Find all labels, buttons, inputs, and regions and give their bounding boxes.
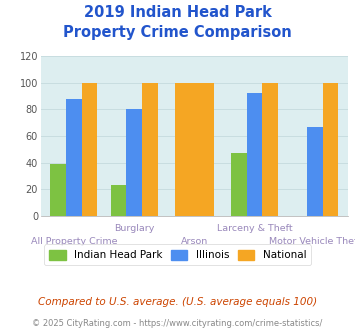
Text: Arson: Arson [181, 237, 208, 246]
Bar [175, 83, 214, 216]
Text: All Property Crime: All Property Crime [31, 237, 117, 246]
Text: Larceny & Theft: Larceny & Theft [217, 224, 293, 234]
Bar [126, 110, 142, 216]
Bar [247, 93, 262, 216]
Bar [307, 127, 323, 216]
Legend: Indian Head Park, Illinois, National: Indian Head Park, Illinois, National [44, 245, 311, 265]
Bar [50, 164, 66, 216]
Text: © 2025 CityRating.com - https://www.cityrating.com/crime-statistics/: © 2025 CityRating.com - https://www.city… [32, 319, 323, 328]
Bar [323, 83, 338, 216]
Text: 2019 Indian Head Park: 2019 Indian Head Park [83, 5, 272, 20]
Text: Motor Vehicle Theft: Motor Vehicle Theft [269, 237, 355, 246]
Bar [66, 99, 82, 216]
Text: Compared to U.S. average. (U.S. average equals 100): Compared to U.S. average. (U.S. average … [38, 297, 317, 307]
Bar [111, 185, 126, 216]
Text: Property Crime Comparison: Property Crime Comparison [63, 25, 292, 40]
Bar [142, 83, 158, 216]
Bar [262, 83, 278, 216]
Bar [82, 83, 97, 216]
Bar [231, 153, 247, 216]
Text: Burglary: Burglary [114, 224, 154, 234]
